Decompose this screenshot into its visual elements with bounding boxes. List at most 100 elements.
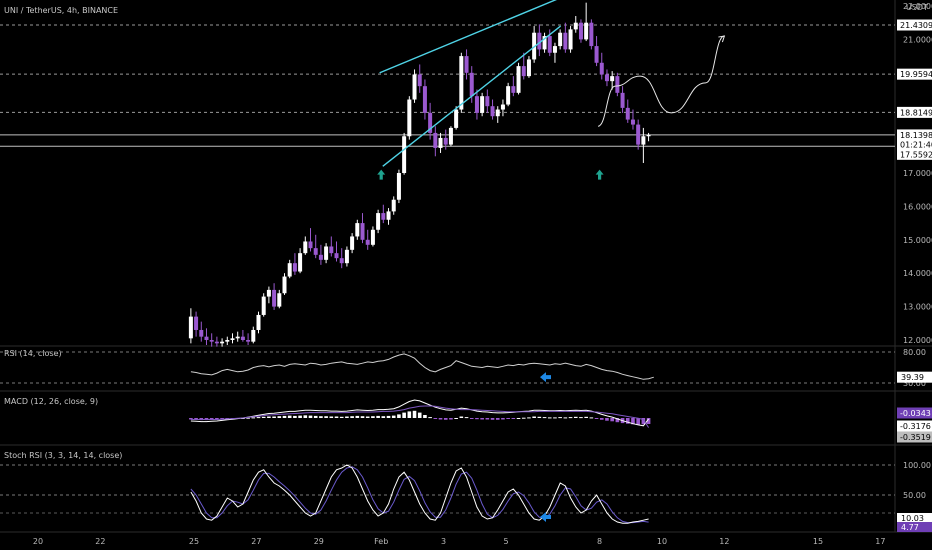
wedge-upper-trendline[interactable] [379, 0, 678, 74]
time-tick-label: 27 [251, 537, 261, 546]
rsi-value-tag [897, 371, 932, 383]
candle-body [542, 36, 547, 50]
macd-histogram-bar [641, 418, 646, 425]
stoch-value-label: 10.03 [901, 514, 924, 523]
price-tag [897, 68, 932, 80]
candle-body [318, 254, 323, 260]
macd-histogram-bar [350, 416, 354, 418]
candle-body [469, 72, 474, 97]
macd-histogram-bar [277, 416, 282, 418]
candle-body [625, 107, 630, 120]
price-tag-label: 18.1398 [900, 131, 932, 140]
main-horizontal-lines [0, 24, 895, 147]
macd-histogram-bar [376, 415, 380, 418]
stoch-d-line [190, 466, 649, 524]
macd-histogram-bar [298, 415, 302, 418]
projection-arrowhead [718, 35, 726, 43]
macd-histogram-bar [433, 418, 438, 419]
candle-body [386, 211, 391, 220]
rsi-title: RSI (14, close) [4, 349, 62, 358]
stoch-level-label: 100.00 [903, 461, 931, 470]
macd-histogram-bar [646, 418, 651, 424]
candle-body [547, 36, 552, 53]
macd-histogram-bar [605, 418, 609, 421]
price-tag-label: 19.9594 [900, 70, 932, 79]
candle-body [584, 22, 589, 40]
candle-body [448, 127, 453, 145]
macd-histogram-bar [631, 418, 635, 425]
candle-body [277, 293, 282, 307]
candle-body [454, 109, 459, 128]
candle-body [355, 223, 360, 237]
macd-histogram-bar [220, 418, 224, 420]
macd-histogram-bar [579, 417, 583, 419]
macd-histogram-bar [547, 417, 552, 419]
candle-body [204, 336, 209, 340]
macd-histogram-bar [464, 417, 469, 419]
stoch-rsi-title: Stoch RSI (3, 3, 14, 14, close) [4, 451, 122, 460]
macd-histogram-bar [449, 418, 453, 420]
macd-histogram-bar [287, 415, 292, 418]
macd-histogram-bar [573, 416, 578, 418]
candle-body [594, 46, 599, 63]
candle-body [339, 258, 344, 264]
stoch-value-tag [897, 513, 932, 523]
price-tick-label: 16.0000 [903, 202, 932, 211]
candle-body [459, 56, 464, 110]
macd-histogram-bar [194, 418, 198, 420]
macd-histogram-bar [594, 418, 599, 419]
candle-body [220, 341, 225, 344]
candle-body [573, 22, 578, 30]
candle-body [266, 289, 271, 297]
macd-histogram-bar [625, 418, 630, 424]
macd-histogram-bar [636, 418, 640, 425]
projection-path[interactable] [597, 35, 725, 127]
macd-histogram-bar [189, 418, 193, 420]
candle-body [365, 239, 370, 245]
candle-body [422, 86, 427, 113]
price-axis[interactable]: 24.000023.000022.000021.000017.000016.00… [897, 0, 932, 345]
candle-body [303, 241, 308, 254]
candle-body [563, 32, 568, 50]
candle-body [620, 92, 625, 108]
macd-histogram-bar [417, 412, 422, 418]
candle-body [376, 213, 381, 230]
candle-body [324, 246, 329, 260]
macd-histogram-bar [423, 415, 427, 418]
macd-histogram-bar [563, 417, 568, 419]
macd-histogram-bar [553, 417, 557, 419]
time-axis[interactable]: 20 22 25 27 29 Feb 3 5 8 10 12 15 17 [33, 537, 886, 546]
up-arrow-marker[interactable] [377, 169, 386, 180]
macd-value-label: -0.3176 [900, 422, 931, 431]
macd-histogram-bar [501, 418, 505, 420]
macd-histogram-bar [246, 417, 250, 419]
candle-body [360, 223, 365, 240]
rsi-level-label: 30.00 [903, 379, 926, 388]
macd-histogram-bar [568, 417, 573, 419]
wedge-lower-trendline[interactable] [382, 25, 562, 167]
candle-body [272, 289, 277, 307]
time-tick-label: 17 [875, 537, 885, 546]
price-tag-label: 17.5592 [900, 150, 932, 159]
time-tick-label: 12 [719, 537, 729, 546]
macd-histogram-bar [527, 417, 531, 419]
candle-body [500, 104, 505, 110]
candle-body [568, 29, 573, 50]
stoch-value-tag [897, 522, 932, 532]
candle-body [329, 246, 334, 254]
candle-body [282, 276, 287, 294]
drawing-annotations[interactable] [377, 0, 726, 180]
macd-histogram-bar [532, 416, 536, 418]
candle-body [630, 119, 635, 125]
macd-title: MACD (12, 26, close, 9) [4, 397, 98, 406]
candle-body [610, 76, 615, 82]
up-arrow-marker[interactable] [595, 169, 604, 180]
candle-body [615, 76, 620, 93]
candle-body [438, 137, 443, 148]
candle-body [511, 86, 516, 93]
macd-histogram-bar [511, 418, 516, 419]
price-tag-label: 01:21:40 [900, 140, 932, 149]
macd-histogram-bar [475, 418, 479, 420]
